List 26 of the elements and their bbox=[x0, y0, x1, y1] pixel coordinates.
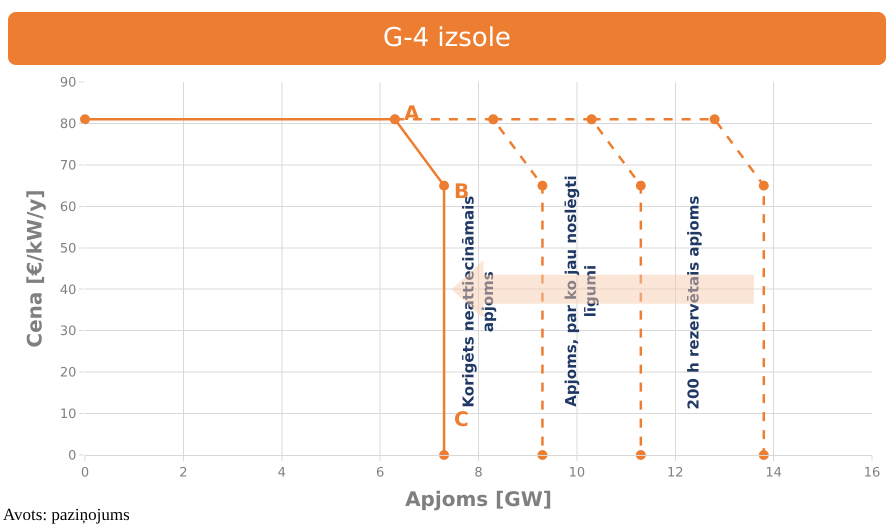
x-tick-label: 12 bbox=[666, 466, 684, 481]
y-tick-label: 10 bbox=[60, 407, 76, 422]
chart-title: G-4 izsole bbox=[8, 12, 886, 65]
y-tick-label: 0 bbox=[68, 448, 76, 464]
annotation: Apjoms, par ko jau noslēgti līgumi bbox=[562, 175, 600, 407]
y-axis-title: Cena [€/kW/y] bbox=[22, 189, 46, 348]
text: Avots: paziņojums bbox=[3, 505, 130, 524]
y-tick-label: 50 bbox=[60, 241, 76, 256]
y-tick-label: 90 bbox=[60, 76, 76, 91]
annotation: C bbox=[454, 407, 469, 431]
x-tick-label: 10 bbox=[568, 466, 586, 481]
y-tick-label: 30 bbox=[60, 324, 76, 340]
y-tick-label: 40 bbox=[60, 282, 76, 298]
y-tick-label: 60 bbox=[60, 200, 76, 215]
y-tick-label: 70 bbox=[60, 158, 76, 174]
x-tick-label: 0 bbox=[80, 466, 90, 481]
y-tick-label: 20 bbox=[60, 366, 76, 381]
x-axis-title: Apjoms [GW] bbox=[405, 487, 552, 512]
y-tick-label: 80 bbox=[60, 116, 76, 132]
x-tick-label: 2 bbox=[179, 466, 188, 481]
x-tick-label: 8 bbox=[474, 466, 483, 481]
x-tick-label: 16 bbox=[864, 466, 880, 481]
annotation: 200 h rezervētais apjoms bbox=[684, 196, 702, 410]
x-tick-label: 14 bbox=[765, 466, 782, 481]
x-tick-label: 6 bbox=[376, 466, 384, 481]
x-tick-label: 4 bbox=[278, 466, 286, 481]
